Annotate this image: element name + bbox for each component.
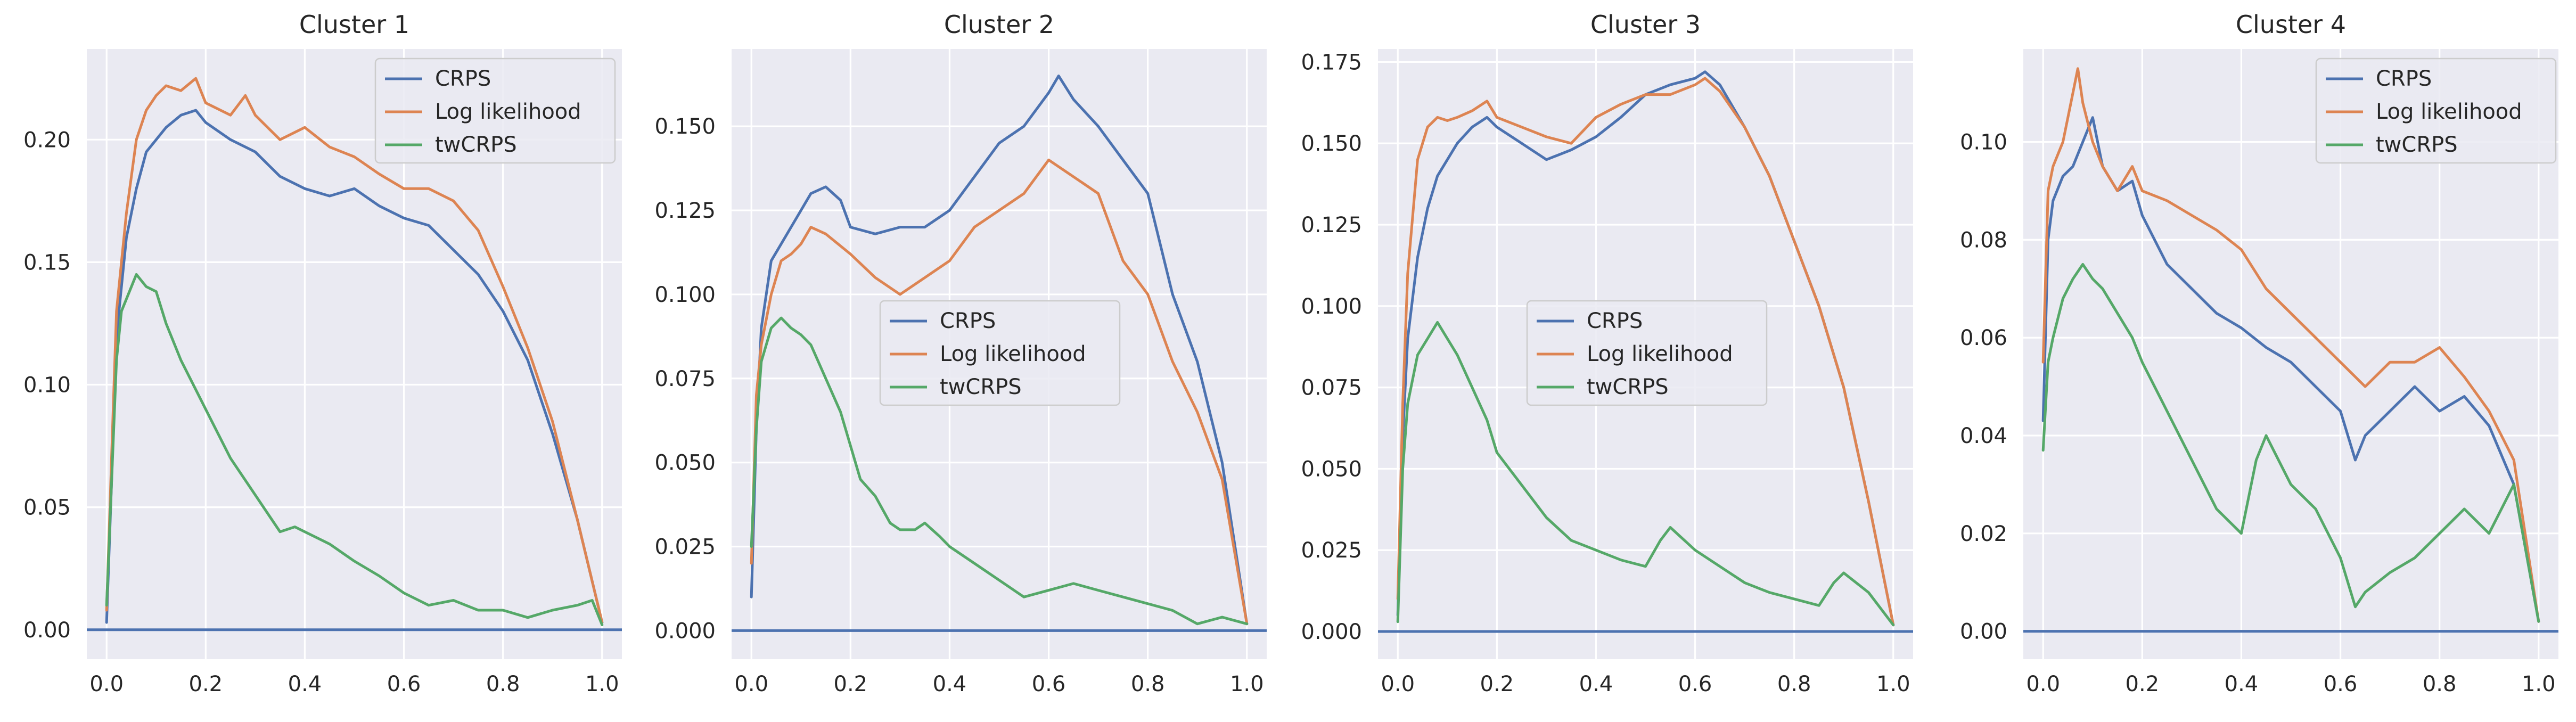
y-tick-label: 0.075 [1301,376,1362,400]
y-tick-label: 0.00 [1960,620,2007,644]
legend-label: twCRPS [940,375,1022,399]
x-tick-label: 0.6 [2324,672,2358,696]
legend-box [1526,300,1768,406]
legend-label: CRPS [2376,67,2432,91]
series-line-log-likelihood [750,158,1249,626]
x-tick-label: 0.0 [89,672,124,696]
y-tick-label: 0.10 [1960,130,2007,155]
y-tick-label: 0.100 [654,283,716,307]
y-tick-label: 0.000 [1301,620,1362,644]
legend-label: Log likelihood [435,100,581,124]
y-tick-label: 0.02 [1960,522,2007,546]
x-tick-label: 0.6 [387,672,421,696]
series-line-crps [750,75,1249,626]
x-tick-label: 0.8 [1131,672,1165,696]
x-tick-label: 0.0 [2026,672,2060,696]
chart-panel-1: 0.0 0.2 0.4 0.6 0.8 1.0 0.00 0.05 0.10 0.15 0.20 Cl… [23,10,622,696]
chart-title: Cluster 4 [2236,10,2346,39]
x-tick-label: 0.2 [2126,672,2160,696]
y-tick-label: 0.05 [23,496,71,520]
chart-panel-2: 0.0 0.2 0.4 0.6 0.8 1.0 0.000 0.025 0.050 0.075 0.… [654,10,1267,696]
legend-label: Log likelihood [1587,342,1733,366]
y-tick-label: 0.10 [23,373,71,398]
x-tick-label: 0.4 [288,672,322,696]
chart-title: Cluster 2 [944,10,1054,39]
y-tick-label: 0.075 [654,367,716,391]
x-tick-label: 1.0 [2522,672,2556,696]
y-tick-label: 0.125 [1301,213,1362,237]
legend-label: CRPS [1587,309,1643,333]
series-line-log-likelihood [1396,77,1895,627]
legend-label: twCRPS [2376,133,2458,157]
legend-box [879,300,1121,406]
x-tick-label: 0.8 [1777,672,1811,696]
y-tick-label: 0.025 [654,535,716,559]
chart-panel-3: 0.0 0.2 0.4 0.6 0.8 1.0 0.000 0.025 0.050 0.075 0.… [1301,10,1913,696]
legend-label: Log likelihood [940,342,1086,366]
x-tick-label: 0.6 [1678,672,1712,696]
legend: CRPS Log likelihood twCRPS [374,58,616,164]
y-tick-label: 0.050 [1301,457,1362,481]
x-tick-label: 0.0 [734,672,768,696]
series-line-twcrps [750,316,1249,626]
legend-label: CRPS [940,309,996,333]
y-tick-label: 0.06 [1960,326,2007,350]
x-tick-label: 1.0 [1230,672,1264,696]
x-tick-label: 0.0 [1381,672,1415,696]
legend-label: twCRPS [1587,375,1669,399]
y-tick-label: 0.150 [654,114,716,139]
x-tick-label: 0.8 [2423,672,2457,696]
series-line-twcrps [2041,262,2540,623]
legend-label: Log likelihood [2376,100,2522,124]
y-tick-label: 0.000 [654,619,716,643]
series-line-log-likelihood [105,77,604,624]
y-tick-label: 0.08 [1960,228,2007,252]
y-tick-label: 0.125 [654,199,716,223]
y-tick-label: 0.15 [23,250,71,275]
series-line-twcrps [105,273,604,627]
legend: CRPS Log likelihood twCRPS [2315,58,2557,164]
y-tick-label: 0.025 [1301,538,1362,563]
x-tick-label: 0.2 [834,672,868,696]
series-line-log-likelihood [2041,67,2540,623]
y-tick-label: 0.100 [1301,294,1362,319]
x-tick-label: 0.4 [933,672,967,696]
y-tick-label: 0.050 [654,451,716,475]
x-tick-label: 0.2 [1480,672,1514,696]
series-line-crps [105,109,604,624]
legend: CRPS Log likelihood twCRPS [1526,300,1768,406]
x-tick-label: 0.4 [1579,672,1613,696]
chart-panel-4: 0.0 0.2 0.4 0.6 0.8 1.0 0.00 0.02 0.04 0.06 0.08 0.… [1960,10,2558,696]
legend-label: CRPS [435,67,491,91]
legend-box [374,58,616,164]
y-tick-label: 0.20 [23,128,71,152]
series-line-crps [2041,116,2540,623]
x-tick-label: 0.4 [2225,672,2259,696]
x-tick-label: 0.2 [189,672,223,696]
y-tick-label: 0.04 [1960,424,2007,448]
y-tick-label: 0.175 [1301,50,1362,75]
y-tick-label: 0.150 [1301,132,1362,156]
legend-box [2315,58,2557,164]
x-tick-label: 0.8 [486,672,520,696]
series-line-twcrps [1396,321,1895,627]
legend: CRPS Log likelihood twCRPS [879,300,1121,406]
x-tick-label: 0.6 [1032,672,1066,696]
legend-label: twCRPS [435,133,517,157]
x-tick-label: 1.0 [1876,672,1910,696]
chart-title: Cluster 3 [1590,10,1701,39]
chart-title: Cluster 1 [299,10,409,39]
y-tick-label: 0.00 [23,618,71,643]
x-tick-label: 1.0 [585,672,619,696]
